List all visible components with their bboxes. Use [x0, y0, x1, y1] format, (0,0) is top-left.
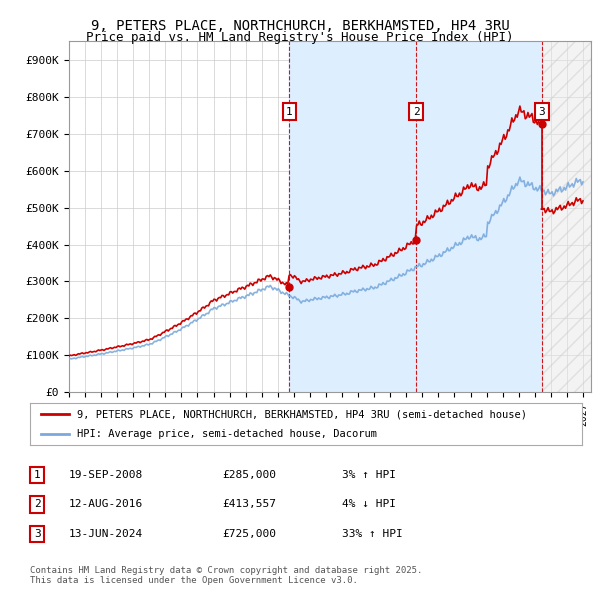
Text: Contains HM Land Registry data © Crown copyright and database right 2025.
This d: Contains HM Land Registry data © Crown c…: [30, 566, 422, 585]
Text: 33% ↑ HPI: 33% ↑ HPI: [342, 529, 403, 539]
Text: 1: 1: [34, 470, 41, 480]
Text: 3: 3: [538, 107, 545, 116]
Bar: [416, 41, 542, 392]
Text: 2: 2: [34, 500, 41, 509]
Bar: [289, 41, 416, 392]
Text: 9, PETERS PLACE, NORTHCHURCH, BERKHAMSTED, HP4 3RU: 9, PETERS PLACE, NORTHCHURCH, BERKHAMSTE…: [91, 19, 509, 33]
Text: £285,000: £285,000: [222, 470, 276, 480]
Bar: [542, 41, 591, 392]
Text: 3: 3: [34, 529, 41, 539]
Text: 2: 2: [413, 107, 419, 116]
Text: 13-JUN-2024: 13-JUN-2024: [69, 529, 143, 539]
Text: £725,000: £725,000: [222, 529, 276, 539]
Text: 4% ↓ HPI: 4% ↓ HPI: [342, 500, 396, 509]
Text: HPI: Average price, semi-detached house, Dacorum: HPI: Average price, semi-detached house,…: [77, 429, 377, 439]
Text: £413,557: £413,557: [222, 500, 276, 509]
Text: 3% ↑ HPI: 3% ↑ HPI: [342, 470, 396, 480]
Text: 12-AUG-2016: 12-AUG-2016: [69, 500, 143, 509]
Text: 1: 1: [286, 107, 293, 116]
Text: Price paid vs. HM Land Registry's House Price Index (HPI): Price paid vs. HM Land Registry's House …: [86, 31, 514, 44]
Text: 9, PETERS PLACE, NORTHCHURCH, BERKHAMSTED, HP4 3RU (semi-detached house): 9, PETERS PLACE, NORTHCHURCH, BERKHAMSTE…: [77, 409, 527, 419]
Text: 19-SEP-2008: 19-SEP-2008: [69, 470, 143, 480]
